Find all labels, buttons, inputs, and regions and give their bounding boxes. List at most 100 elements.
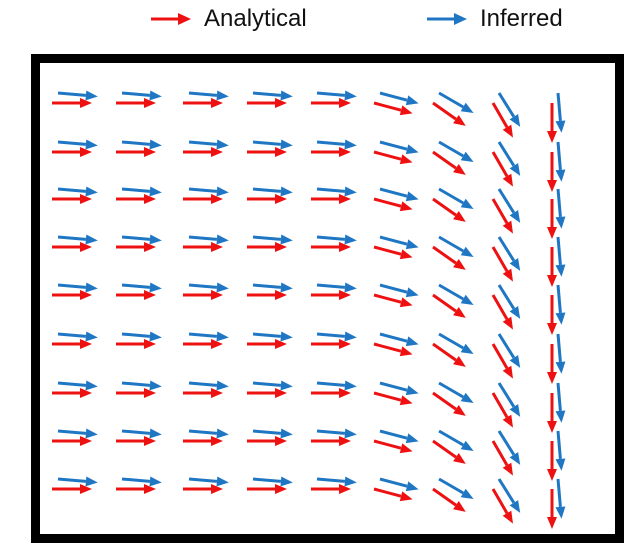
- analytical-vector-r7-c7: [491, 440, 513, 476]
- inferred-vector-r2-c2: [188, 186, 229, 197]
- inferred-vector-r6-c7: [497, 382, 521, 417]
- inferred-vector-r8-c0: [57, 476, 98, 487]
- analytical-vector-r7-c1: [116, 436, 156, 446]
- analytical-vector-r4-c8: [547, 295, 557, 335]
- analytical-vector-r5-c1: [116, 339, 156, 349]
- analytical-vector-r7-c4: [311, 436, 351, 446]
- legend-inferred-arrow-icon: [427, 13, 467, 25]
- analytical-vector-r5-c4: [311, 339, 351, 349]
- inferred-vector-r1-c7: [497, 141, 521, 176]
- analytical-vector-r8-c4: [311, 484, 351, 494]
- analytical-vector-r6-c6: [432, 391, 466, 416]
- inferred-vector-r5-c5: [379, 332, 419, 347]
- inferred-vector-r7-c8: [555, 430, 566, 471]
- analytical-vector-r3-c7: [491, 246, 513, 282]
- analytical-vector-r3-c8: [547, 247, 557, 287]
- analytical-vector-r3-c6: [432, 245, 466, 270]
- analytical-vector-r8-c0: [52, 484, 92, 494]
- inferred-vector-r5-c1: [121, 331, 162, 342]
- inferred-vector-r6-c0: [57, 380, 98, 391]
- analytical-vector-r8-c5: [373, 487, 413, 502]
- inferred-vector-r4-c3: [252, 282, 293, 293]
- analytical-vector-r1-c0: [52, 147, 92, 157]
- analytical-vector-r7-c6: [432, 439, 466, 464]
- inferred-vector-r5-c3: [252, 331, 293, 342]
- legend: Analytical Inferred: [0, 0, 643, 44]
- inferred-vector-r0-c0: [57, 90, 98, 101]
- inferred-vector-r2-c1: [121, 186, 162, 197]
- inferred-vector-r2-c8: [555, 188, 566, 229]
- analytical-vector-r5-c2: [183, 339, 223, 349]
- inferred-vector-r4-c2: [188, 282, 229, 293]
- inferred-vector-r4-c5: [379, 283, 419, 298]
- analytical-vector-r4-c3: [247, 290, 287, 300]
- analytical-vector-r0-c6: [432, 101, 466, 126]
- analytical-vector-r3-c0: [52, 242, 92, 252]
- inferred-vector-r4-c6: [438, 283, 474, 305]
- analytical-vector-r4-c6: [432, 293, 466, 318]
- analytical-vector-r0-c0: [52, 98, 92, 108]
- legend-analytical-arrow-icon: [151, 13, 191, 25]
- inferred-vector-r6-c5: [379, 381, 419, 396]
- legend-label-analytical: Analytical: [204, 5, 307, 32]
- inferred-vector-r6-c8: [555, 382, 566, 423]
- inferred-vector-r5-c4: [316, 331, 357, 342]
- analytical-vector-r6-c1: [116, 388, 156, 398]
- analytical-vector-r7-c0: [52, 436, 92, 446]
- inferred-vector-r1-c3: [252, 139, 293, 150]
- analytical-vector-r8-c3: [247, 484, 287, 494]
- analytical-vector-r0-c3: [247, 98, 287, 108]
- analytical-vector-r0-c2: [183, 98, 223, 108]
- inferred-vector-r7-c5: [379, 429, 419, 444]
- inferred-vector-r7-c4: [316, 428, 357, 439]
- analytical-vector-r1-c4: [311, 147, 351, 157]
- inferred-vector-r0-c8: [555, 92, 566, 133]
- inferred-vector-r1-c8: [555, 141, 566, 182]
- inferred-vector-r7-c2: [188, 428, 229, 439]
- inferred-vector-r7-c3: [252, 428, 293, 439]
- inferred-vector-r4-c0: [57, 282, 98, 293]
- analytical-vector-r1-c3: [247, 147, 287, 157]
- analytical-vector-r6-c0: [52, 388, 92, 398]
- inferred-vector-r2-c6: [438, 187, 474, 209]
- inferred-vector-r2-c3: [252, 186, 293, 197]
- analytical-vector-r2-c1: [116, 194, 156, 204]
- inferred-vector-r6-c1: [121, 380, 162, 391]
- legend-item-analytical: Analytical: [150, 4, 307, 34]
- analytical-vector-r8-c2: [183, 484, 223, 494]
- inferred-vector-r0-c5: [379, 91, 419, 106]
- analytical-vector-r5-c0: [52, 339, 92, 349]
- analytical-vector-r2-c8: [547, 199, 557, 239]
- inferred-vector-r4-c7: [497, 284, 521, 319]
- analytical-vector-r4-c5: [373, 293, 413, 308]
- analytical-vector-r6-c2: [183, 388, 223, 398]
- analytical-vector-r2-c7: [491, 198, 513, 234]
- analytical-vector-r0-c4: [311, 98, 351, 108]
- inferred-vector-r6-c2: [188, 380, 229, 391]
- analytical-vector-r0-c1: [116, 98, 156, 108]
- analytical-vector-r6-c8: [547, 393, 557, 433]
- analytical-vector-r5-c6: [432, 342, 466, 367]
- inferred-vector-r0-c4: [316, 90, 357, 101]
- analytical-vector-r1-c1: [116, 147, 156, 157]
- inferred-vector-r3-c5: [379, 235, 419, 250]
- inferred-vector-r5-c2: [188, 331, 229, 342]
- inferred-vector-r0-c2: [188, 90, 229, 101]
- inferred-vector-r8-c1: [121, 476, 162, 487]
- analytical-vector-r3-c2: [183, 242, 223, 252]
- analytical-vector-r1-c7: [491, 151, 513, 187]
- inferred-vector-r8-c4: [316, 476, 357, 487]
- inferred-vector-r8-c5: [379, 477, 419, 492]
- inferred-vector-r8-c3: [252, 476, 293, 487]
- inferred-vector-r3-c2: [188, 234, 229, 245]
- inferred-vector-r0-c1: [121, 90, 162, 101]
- inferred-vector-r4-c8: [555, 284, 566, 325]
- analytical-vector-r6-c3: [247, 388, 287, 398]
- analytical-vector-r2-c6: [432, 197, 466, 222]
- analytical-vector-r1-c6: [432, 150, 466, 175]
- analytical-vector-r1-c2: [183, 147, 223, 157]
- analytical-vector-r7-c8: [547, 441, 557, 481]
- analytical-vector-r3-c1: [116, 242, 156, 252]
- analytical-vector-r5-c5: [373, 342, 413, 357]
- inferred-vector-r6-c3: [252, 380, 293, 391]
